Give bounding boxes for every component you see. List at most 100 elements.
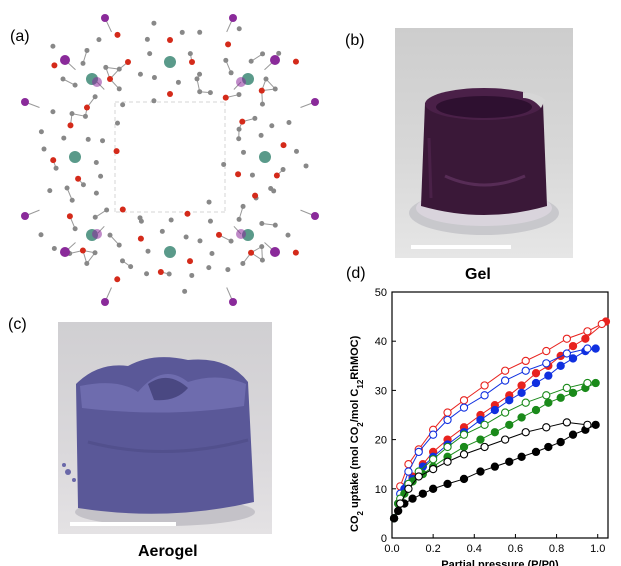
data-point-green-filled xyxy=(490,428,500,437)
data-point-green-filled xyxy=(544,398,553,407)
data-point-blue-open xyxy=(414,447,423,457)
gel-illustration xyxy=(409,88,559,235)
data-point-red-open xyxy=(562,334,572,343)
data-point-green-filled xyxy=(568,388,578,398)
x-tick-label: 0.2 xyxy=(425,543,440,555)
data-point-green-filled xyxy=(531,405,541,415)
data-point-black-filled xyxy=(505,457,514,466)
data-point-red-open xyxy=(521,356,530,366)
data-point-blue-filled xyxy=(490,405,500,415)
data-point-green-open xyxy=(562,383,572,393)
data-point-green-open xyxy=(428,455,438,464)
x-tick-label: 0.8 xyxy=(549,543,564,555)
data-point-blue-open xyxy=(521,366,530,375)
data-point-green-open xyxy=(583,378,592,388)
data-point-red-open xyxy=(480,381,489,390)
data-point-green-open xyxy=(480,420,489,429)
data-point-green-open xyxy=(443,442,452,452)
data-point-black-filled xyxy=(394,506,403,516)
data-point-green-filled xyxy=(517,413,526,422)
aerogel-illustration xyxy=(62,357,255,526)
data-point-black-open xyxy=(414,472,423,481)
y-tick-label: 20 xyxy=(375,435,387,447)
data-point-green-open xyxy=(542,391,551,400)
data-point-red-filled xyxy=(531,369,541,378)
gel-scale-bar xyxy=(411,245,511,249)
series-line-red-filled xyxy=(393,321,607,519)
data-point-blue-open xyxy=(480,391,489,400)
data-point-green-open xyxy=(459,430,469,439)
data-point-blue-open xyxy=(443,415,452,425)
y-tick-label: 50 xyxy=(375,287,387,299)
data-point-green-filled xyxy=(459,442,469,452)
x-tick-label: 0.0 xyxy=(384,543,399,555)
data-point-black-filled xyxy=(408,494,417,503)
data-point-black-open xyxy=(404,484,413,493)
y-tick-label: 0 xyxy=(381,533,387,545)
data-point-red-open xyxy=(597,319,606,329)
data-point-black-open xyxy=(396,499,405,508)
x-tick-label: 1.0 xyxy=(590,543,605,555)
data-point-blue-open xyxy=(404,467,413,476)
data-point-black-filled xyxy=(531,447,541,457)
gel-caption: Gel xyxy=(465,266,491,283)
data-point-blue-filled xyxy=(556,361,565,370)
data-point-black-filled xyxy=(428,484,438,493)
data-point-blue-open xyxy=(583,344,592,353)
data-point-black-filled xyxy=(544,442,553,452)
data-point-blue-open xyxy=(428,430,438,439)
data-point-blue-filled xyxy=(591,344,600,353)
data-point-green-filled xyxy=(476,435,485,444)
data-point-green-filled xyxy=(591,378,600,388)
data-point-black-filled xyxy=(443,479,452,489)
data-point-black-open xyxy=(428,464,438,474)
data-point-black-filled xyxy=(517,452,526,461)
co2-uptake-chart: 0 10 20 30 40 50 0.0 0.2 0.4 0.6 0.8 1.0 CO2 uptake … xyxy=(349,287,611,566)
data-point-blue-open xyxy=(500,376,510,385)
y-tick-label: 10 xyxy=(375,484,387,496)
data-point-green-open xyxy=(500,408,510,417)
data-point-blue-open xyxy=(542,359,551,368)
data-point-red-open xyxy=(459,396,469,405)
data-point-blue-open xyxy=(459,403,469,412)
data-point-black-filled xyxy=(568,430,578,439)
data-point-black-filled xyxy=(556,437,565,447)
data-point-red-filled xyxy=(517,381,526,390)
data-point-black-open xyxy=(480,442,489,452)
aerogel-photo xyxy=(58,322,272,534)
data-point-green-open xyxy=(521,398,530,407)
data-point-black-open xyxy=(459,450,469,459)
y-axis-label: CO2 uptake (mol CO2/mol C12RhMOC) xyxy=(349,335,365,532)
data-point-red-open xyxy=(542,346,551,356)
data-point-black-filled xyxy=(418,489,428,498)
data-point-blue-filled xyxy=(568,354,578,363)
aerogel-caption: Aerogel xyxy=(138,543,198,560)
data-point-blue-filled xyxy=(517,388,526,398)
data-point-red-open xyxy=(500,366,510,375)
data-point-blue-filled xyxy=(531,378,541,388)
x-tick-label: 0.4 xyxy=(467,543,482,555)
data-point-black-open xyxy=(562,418,572,427)
molecule-framework xyxy=(21,14,319,306)
x-tick-label: 0.6 xyxy=(508,543,523,555)
gel-photo xyxy=(395,28,573,258)
data-point-red-open xyxy=(443,408,452,417)
molecular-structure xyxy=(21,14,319,306)
data-point-black-open xyxy=(500,435,510,444)
data-point-black-filled xyxy=(476,467,485,476)
panel-d-label: (d) xyxy=(346,265,366,282)
panel-a-label: (a) xyxy=(10,28,30,45)
data-point-black-open xyxy=(542,423,551,432)
data-point-black-filled xyxy=(490,462,500,471)
data-point-red-filled xyxy=(581,334,590,343)
data-point-blue-filled xyxy=(544,371,553,380)
data-point-black-filled xyxy=(459,474,469,484)
data-point-blue-filled xyxy=(505,396,514,405)
panel-c-label: (c) xyxy=(8,316,27,333)
data-point-green-filled xyxy=(505,420,514,429)
y-tick-label: 30 xyxy=(375,385,387,397)
data-point-black-open xyxy=(583,420,592,429)
data-point-black-filled xyxy=(389,514,399,523)
data-point-red-filled xyxy=(568,341,578,351)
data-point-green-filled xyxy=(556,393,565,402)
